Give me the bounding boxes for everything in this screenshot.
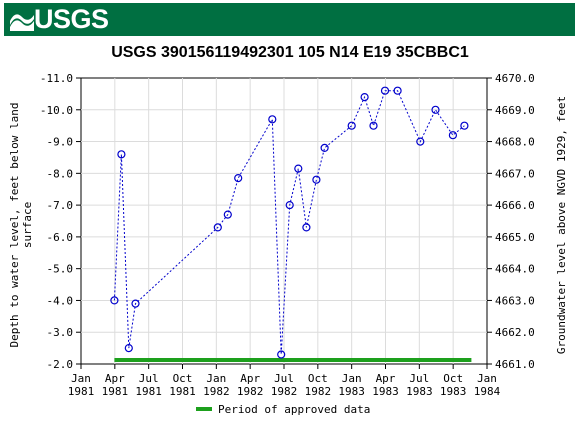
series-line	[113, 90, 465, 355]
data-point	[347, 121, 356, 130]
x-tick-label-year: 1981	[102, 385, 129, 398]
y-tick-label-right: 4665.0	[495, 231, 535, 244]
x-tick-label-month: Oct	[308, 372, 328, 385]
data-point	[431, 105, 440, 114]
y-tick-label-right: 4662.0	[495, 326, 535, 339]
x-tick-label-year: 1983	[338, 385, 365, 398]
y-tick-label-right: 4668.0	[495, 136, 535, 149]
y-tick-label-left: -11.0	[40, 72, 73, 85]
x-tick-label-year: 1982	[203, 385, 230, 398]
y-tick-label-left: -2.0	[47, 358, 74, 371]
y-axis-left-label: Depth to water level, feet below landsur…	[8, 102, 34, 347]
x-tick-label-year: 1982	[305, 385, 332, 398]
x-tick-label-month: Apr	[105, 372, 125, 385]
y-tick-label-left: -7.0	[47, 199, 74, 212]
y-axis-left: -11.0 -10.0 -9.0 -8.0 -7.0 -6.0 -5.0 -4.0 -3.0 -2…	[40, 72, 81, 371]
x-tick-label-month: Apr	[376, 372, 396, 385]
y-tick-label-left: -3.0	[47, 326, 74, 339]
data-point	[416, 137, 425, 146]
data-point	[117, 150, 126, 159]
x-tick-label-month: Jul	[139, 372, 159, 385]
data-point	[320, 143, 329, 152]
x-tick-label-year: 1983	[372, 385, 399, 398]
x-tick-label-month: Jan	[342, 372, 362, 385]
data-point	[302, 223, 311, 232]
y-tick-label-right: 4666.0	[495, 199, 535, 212]
y-axis-right: 4670.0 4669.0 4668.0 4667.0 4666.0 4665.0 4664…	[487, 72, 535, 371]
y-tick-label-left: -10.0	[40, 104, 73, 117]
x-tick-label-year: 1981	[135, 385, 162, 398]
x-tick-label-month: Jan	[206, 372, 226, 385]
data-point	[277, 350, 286, 359]
x-tick-label-month: Jan	[71, 372, 91, 385]
data-point	[380, 86, 390, 95]
y-tick-label-right: 4664.0	[495, 263, 535, 276]
data-point	[213, 223, 222, 232]
data-point	[360, 92, 369, 102]
usgs-header-bar: USGS	[4, 3, 575, 36]
y-axis-right-label: Groundwater level above NGVD 1929, feet	[555, 96, 568, 354]
data-point	[369, 121, 378, 130]
x-tick-label-year: 1981	[68, 385, 95, 398]
chart-title: USGS 390156119492301 105 N14 E19 35CBBC1	[111, 44, 469, 61]
data-point	[124, 344, 133, 353]
x-tick-label-month: Jan	[477, 372, 497, 385]
data-point	[285, 201, 294, 210]
x-axis: Jan1981Apr1981Jul1981Oct1981Jan1982Apr19…	[68, 364, 501, 398]
x-tick-label-year: 1982	[237, 385, 264, 398]
y-tick-label-right: 4667.0	[495, 167, 535, 180]
data-point	[393, 86, 402, 95]
data-point	[294, 164, 303, 173]
x-tick-label-year: 1983	[440, 385, 467, 398]
x-tick-label-month: Oct	[443, 372, 463, 385]
data-point	[131, 299, 140, 308]
y-tick-label-left: -8.0	[47, 167, 74, 180]
y-tick-label-left: -9.0	[47, 136, 74, 149]
data-point	[312, 175, 321, 184]
grid	[81, 78, 487, 364]
x-tick-label-year: 1984	[474, 385, 501, 398]
data-points	[110, 86, 469, 359]
y-tick-label-right: 4670.0	[495, 72, 535, 85]
x-tick-label-year: 1983	[406, 385, 433, 398]
data-point	[110, 296, 119, 305]
y-tick-label-right: 4663.0	[495, 294, 535, 307]
x-tick-label-month: Jul	[409, 372, 429, 385]
data-point	[223, 210, 232, 219]
x-tick-label-year: 1982	[271, 385, 298, 398]
data-point	[268, 115, 277, 124]
data-point	[448, 131, 457, 140]
y-tick-label-right: 4669.0	[495, 104, 535, 117]
y-tick-label-left: -5.0	[47, 263, 74, 276]
x-tick-label-month: Jul	[274, 372, 294, 385]
usgs-logo-text: USGS	[34, 4, 109, 34]
data-point	[460, 121, 469, 130]
x-tick-label-year: 1981	[169, 385, 196, 398]
x-tick-label-month: Oct	[173, 372, 193, 385]
legend-label: Period of approved data	[218, 403, 370, 416]
y-tick-label-right: 4661.0	[495, 358, 535, 371]
x-tick-label-month: Apr	[240, 372, 260, 385]
usgs-logo-icon	[10, 14, 34, 31]
y-tick-label-left: -6.0	[47, 231, 74, 244]
data-point	[234, 174, 243, 183]
y-tick-label-left: -4.0	[47, 294, 74, 307]
